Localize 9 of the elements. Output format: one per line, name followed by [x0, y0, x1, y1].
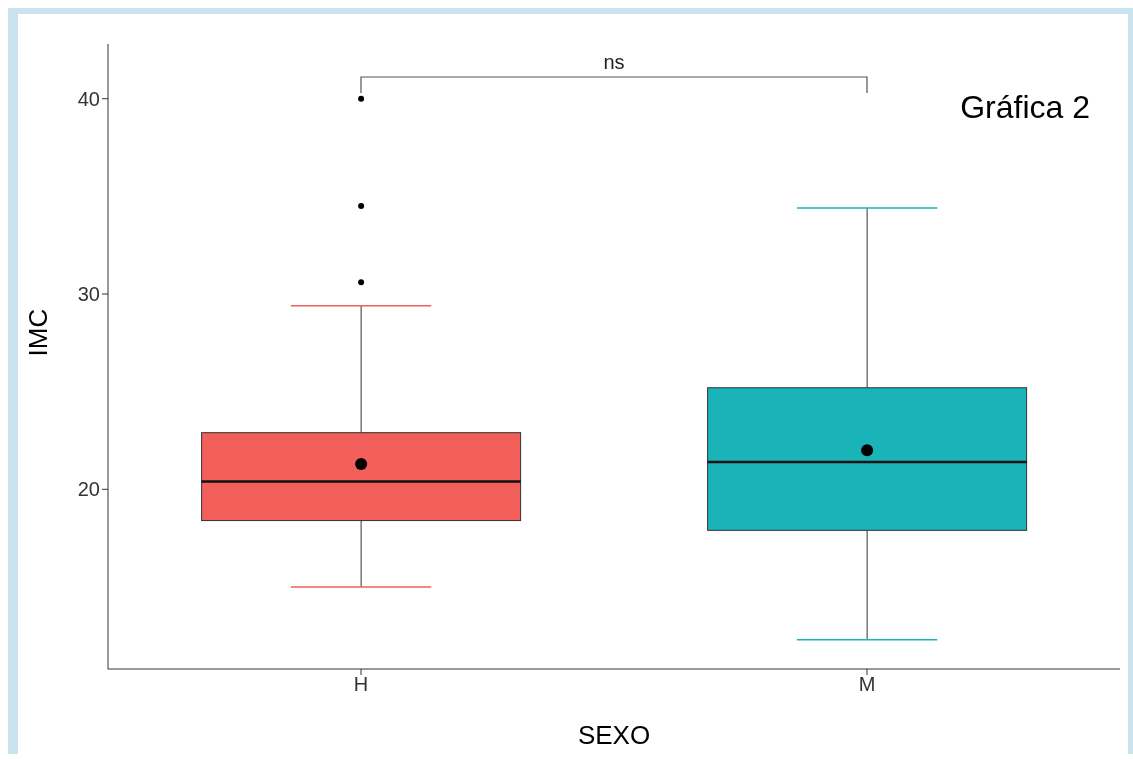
x-tick-label: H — [353, 673, 369, 696]
y-tick-label: 40 — [77, 87, 100, 110]
x-axis-title: SEXO — [577, 720, 651, 750]
annotation: Gráfica 2 — [960, 89, 1090, 126]
y-tick-label: 20 — [77, 478, 100, 501]
x-tick-label: M — [858, 673, 876, 696]
annotation: ns — [602, 50, 626, 74]
y-tick-label: 30 — [77, 283, 100, 306]
y-axis-title: IMC — [23, 308, 54, 357]
